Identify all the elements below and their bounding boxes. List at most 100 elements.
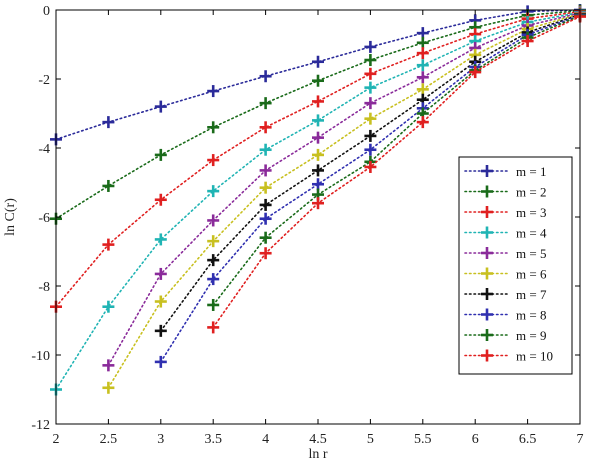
legend-marker bbox=[481, 349, 493, 362]
legend-marker bbox=[481, 267, 493, 280]
legend-marker bbox=[481, 329, 493, 341]
x-tick-label: 3 bbox=[157, 432, 164, 447]
data-point bbox=[364, 143, 377, 156]
data-point bbox=[469, 66, 482, 79]
legend-marker bbox=[481, 247, 493, 259]
x-axis-label: ln r bbox=[308, 447, 327, 462]
series-line bbox=[107, 13, 581, 389]
y-tick-label: -6 bbox=[38, 211, 50, 226]
legend-item: m = 4 bbox=[464, 226, 547, 241]
data-point bbox=[102, 238, 115, 251]
data-point bbox=[154, 148, 167, 161]
data-point bbox=[364, 54, 377, 67]
y-tick-label: -10 bbox=[31, 349, 50, 364]
legend-label: m = 1 bbox=[516, 164, 546, 179]
legend-item: m = 1 bbox=[464, 164, 546, 179]
legend-label: m = 5 bbox=[516, 246, 546, 261]
data-point bbox=[102, 179, 115, 192]
legend-label: m = 10 bbox=[516, 349, 553, 364]
data-point bbox=[259, 247, 272, 260]
data-point bbox=[312, 164, 324, 177]
series-line bbox=[212, 15, 581, 306]
legend-item: m = 5 bbox=[464, 246, 546, 261]
legend-marker bbox=[481, 226, 493, 239]
legend-marker bbox=[481, 206, 493, 218]
legend-label: m = 7 bbox=[516, 287, 547, 302]
data-point bbox=[259, 198, 272, 211]
x-tick-label: 2.5 bbox=[100, 432, 118, 447]
legend-item: m = 9 bbox=[464, 328, 546, 343]
data-point bbox=[154, 355, 167, 368]
data-point bbox=[154, 295, 167, 308]
x-tick-label: 3.5 bbox=[204, 432, 222, 447]
x-tick-label: 6 bbox=[472, 432, 479, 447]
data-point bbox=[364, 40, 377, 53]
x-tick-label: 5 bbox=[367, 432, 374, 447]
legend-label: m = 4 bbox=[516, 226, 547, 241]
y-tick-label: -4 bbox=[38, 142, 50, 157]
data-point bbox=[207, 214, 220, 227]
y-tick-label: 0 bbox=[43, 4, 50, 19]
data-point bbox=[312, 114, 324, 127]
legend-label: m = 6 bbox=[516, 267, 547, 282]
series-line bbox=[55, 11, 581, 391]
data-point bbox=[312, 148, 324, 161]
data-point bbox=[207, 154, 220, 167]
series-line bbox=[55, 10, 581, 308]
legend-item: m = 3 bbox=[464, 205, 546, 220]
data-point bbox=[364, 67, 377, 80]
data-point bbox=[259, 143, 272, 156]
data-point bbox=[207, 254, 220, 267]
axes-layer: 2 2.5 3 3.5 4 4.5 5 5.5 6 6.5 7 0 -2 -4 -6 -8 -10 -12 bbox=[31, 4, 583, 447]
data-point bbox=[207, 85, 220, 98]
data-point bbox=[364, 112, 377, 125]
data-point bbox=[312, 178, 324, 191]
legend-label: m = 9 bbox=[516, 328, 546, 343]
data-point bbox=[259, 121, 272, 134]
data-point bbox=[416, 116, 429, 129]
legend-item: m = 6 bbox=[464, 267, 547, 282]
x-tick-label: 4.5 bbox=[309, 432, 327, 447]
data-point bbox=[416, 36, 429, 49]
series-m-10 bbox=[207, 10, 586, 334]
data-point bbox=[154, 324, 167, 337]
data-point bbox=[102, 359, 115, 372]
data-point bbox=[207, 298, 220, 311]
data-point bbox=[259, 212, 272, 225]
legend-marker bbox=[481, 308, 493, 321]
legend-item: m = 2 bbox=[464, 185, 546, 200]
legend-marker bbox=[481, 185, 493, 198]
data-point bbox=[207, 273, 220, 286]
legend-box bbox=[458, 156, 573, 375]
data-point bbox=[416, 71, 429, 84]
legend-label: m = 8 bbox=[516, 308, 546, 323]
data-point bbox=[207, 321, 220, 334]
data-point bbox=[207, 121, 220, 134]
data-point bbox=[259, 70, 272, 83]
data-point bbox=[207, 185, 220, 198]
x-tick-label: 6.5 bbox=[519, 432, 537, 447]
legend-item: m = 7 bbox=[464, 287, 547, 302]
legend-marker bbox=[481, 165, 493, 177]
data-point bbox=[154, 100, 167, 113]
data-point bbox=[259, 231, 272, 244]
data-point bbox=[416, 83, 429, 96]
legend-label: m = 2 bbox=[516, 185, 546, 200]
series-line bbox=[107, 12, 581, 367]
data-point bbox=[312, 55, 324, 68]
data-point bbox=[312, 197, 324, 210]
series-line bbox=[212, 15, 581, 329]
y-tick-label: -8 bbox=[38, 280, 50, 295]
data-point bbox=[259, 164, 272, 177]
data-point bbox=[364, 129, 377, 142]
data-point bbox=[521, 35, 534, 48]
data-point bbox=[312, 74, 324, 87]
data-point bbox=[259, 97, 272, 110]
x-tick-label: 5.5 bbox=[414, 432, 432, 447]
data-point bbox=[364, 160, 377, 173]
data-point bbox=[364, 81, 377, 94]
data-point bbox=[102, 300, 115, 313]
series-m-9 bbox=[207, 9, 586, 311]
x-tick-label: 2 bbox=[53, 432, 60, 447]
